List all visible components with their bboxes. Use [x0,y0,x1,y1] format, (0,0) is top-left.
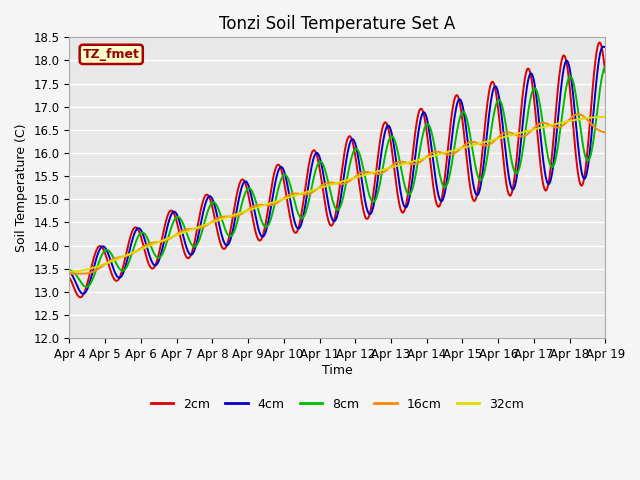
32cm [213,218,221,224]
2cm [131,225,139,230]
2cm [77,294,84,300]
32cm [65,269,73,275]
4cm [599,44,607,49]
16cm [65,271,73,276]
8cm [131,241,139,247]
4cm [65,270,73,276]
32cm [131,249,138,255]
32cm [418,156,426,162]
16cm [131,249,139,255]
2cm [65,275,73,281]
4cm [186,251,193,257]
16cm [186,226,193,232]
Y-axis label: Soil Temperature (C): Soil Temperature (C) [15,123,28,252]
32cm [403,160,410,166]
4cm [76,287,83,293]
8cm [83,284,90,290]
16cm [602,129,609,135]
16cm [419,157,427,163]
2cm [186,255,193,261]
2cm [419,108,427,114]
2cm [214,230,221,236]
Legend: 2cm, 4cm, 8cm, 16cm, 32cm: 2cm, 4cm, 8cm, 16cm, 32cm [146,393,529,416]
2cm [602,70,609,75]
32cm [76,268,83,274]
8cm [419,132,427,138]
Line: 16cm: 16cm [69,114,605,274]
4cm [602,44,609,50]
8cm [186,238,193,243]
16cm [77,271,84,276]
Text: TZ_fmet: TZ_fmet [83,48,140,61]
8cm [602,64,609,70]
8cm [65,267,73,273]
X-axis label: Time: Time [322,364,353,377]
4cm [214,216,221,221]
Line: 32cm: 32cm [69,117,605,272]
16cm [76,271,83,276]
4cm [79,291,86,297]
Line: 8cm: 8cm [69,67,605,287]
2cm [76,294,83,300]
Title: Tonzi Soil Temperature Set A: Tonzi Soil Temperature Set A [220,15,456,33]
2cm [403,196,411,202]
16cm [214,216,221,221]
2cm [596,39,604,45]
4cm [131,229,139,235]
4cm [403,203,411,209]
16cm [403,160,411,166]
4cm [419,110,427,116]
16cm [574,111,582,117]
32cm [185,228,193,234]
Line: 4cm: 4cm [69,47,605,294]
8cm [214,204,221,210]
Line: 2cm: 2cm [69,42,605,297]
8cm [403,190,411,195]
32cm [602,114,609,120]
8cm [76,276,83,282]
